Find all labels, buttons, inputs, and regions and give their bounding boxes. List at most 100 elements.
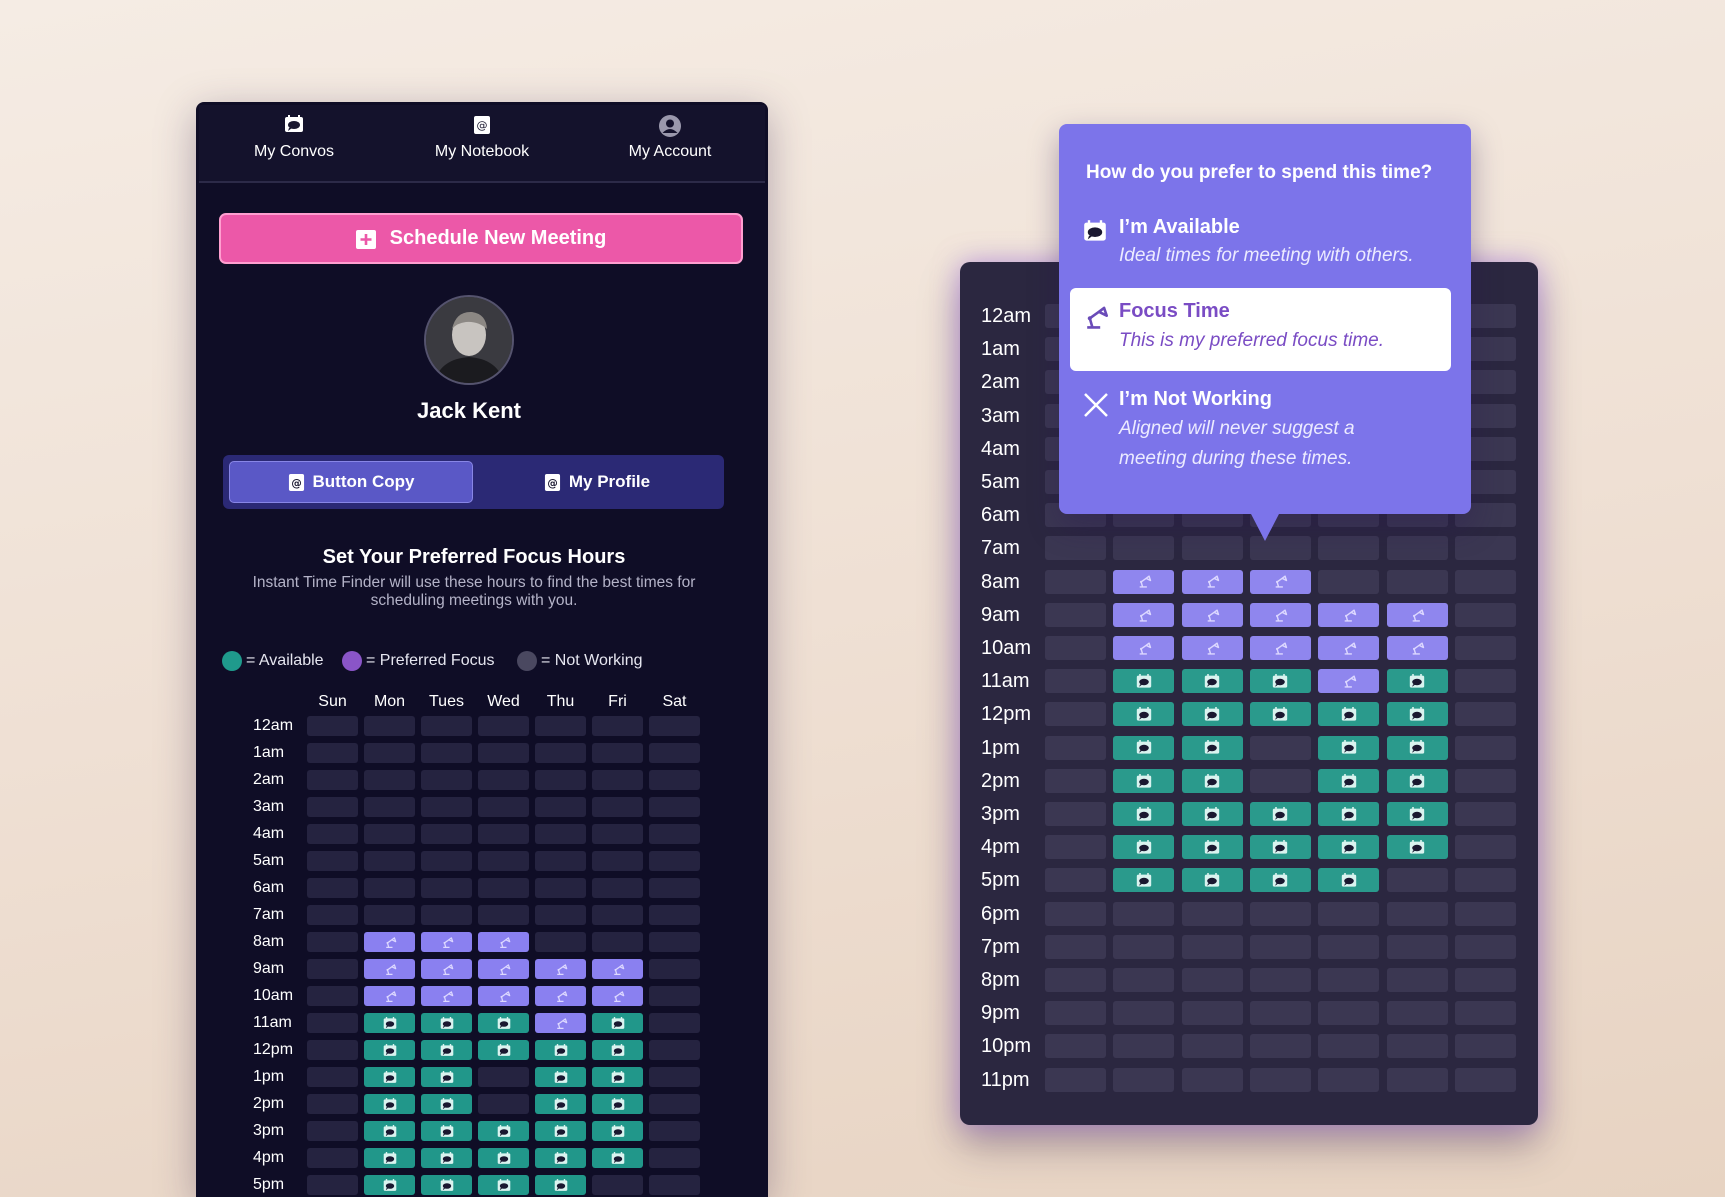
time-slot[interactable] [421,986,472,1006]
time-slot[interactable] [307,851,358,871]
time-slot[interactable] [535,824,586,844]
time-slot[interactable] [478,932,529,952]
time-slot[interactable] [1181,602,1243,627]
time-slot[interactable] [1386,536,1448,561]
time-slot[interactable] [1113,835,1175,860]
time-slot[interactable] [1113,636,1175,660]
time-slot[interactable] [1249,934,1311,959]
time-slot[interactable] [1113,1001,1175,1026]
time-slot[interactable] [1045,702,1106,727]
time-slot[interactable] [478,1040,529,1060]
time-slot[interactable] [307,878,358,898]
time-slot[interactable] [1113,1067,1175,1092]
time-slot[interactable] [364,1121,415,1141]
time-slot[interactable] [1318,702,1380,727]
time-slot[interactable] [649,797,700,817]
time-slot[interactable] [364,1067,415,1087]
time-slot[interactable] [1249,636,1311,660]
time-slot[interactable] [535,1067,586,1087]
time-slot[interactable] [649,770,700,790]
time-slot[interactable] [421,1067,472,1087]
time-slot[interactable] [1181,968,1243,992]
time-slot[interactable] [535,959,586,979]
time-slot[interactable] [1249,868,1311,893]
time-slot[interactable] [1113,602,1175,627]
time-slot[interactable] [592,1040,643,1060]
time-slot[interactable] [1249,802,1311,826]
option-not-working[interactable]: I’m Not Working Aligned will never sugge… [1059,378,1471,498]
time-slot[interactable] [1045,768,1106,793]
time-slot[interactable] [1181,802,1243,826]
time-slot[interactable] [592,743,643,763]
time-slot[interactable] [1318,768,1380,793]
time-slot[interactable] [1454,802,1516,826]
time-slot[interactable] [649,878,700,898]
time-slot[interactable] [1249,735,1311,760]
time-slot[interactable] [1454,934,1516,959]
time-slot[interactable] [1113,669,1175,694]
time-slot[interactable] [1249,1001,1311,1026]
time-slot[interactable] [535,1094,586,1114]
time-slot[interactable] [649,1094,700,1114]
time-slot[interactable] [1386,702,1448,727]
time-slot[interactable] [592,986,643,1006]
time-slot[interactable] [1386,1034,1448,1059]
time-slot[interactable] [1249,835,1311,860]
time-slot[interactable] [421,1148,472,1168]
time-slot[interactable] [307,1175,358,1195]
time-slot[interactable] [592,770,643,790]
time-slot[interactable] [1318,835,1380,860]
time-slot[interactable] [1045,536,1106,561]
time-slot[interactable] [1318,901,1380,926]
time-slot[interactable] [1181,1034,1243,1059]
time-slot[interactable] [1181,702,1243,727]
time-slot[interactable] [592,1175,643,1195]
time-slot[interactable] [421,932,472,952]
time-slot[interactable] [1181,901,1243,926]
time-slot[interactable] [649,1067,700,1087]
time-slot[interactable] [1454,1067,1516,1092]
time-slot[interactable] [364,797,415,817]
time-slot[interactable] [592,797,643,817]
time-slot[interactable] [535,1121,586,1141]
time-slot[interactable] [307,797,358,817]
time-slot[interactable] [1113,1034,1175,1059]
time-slot[interactable] [649,905,700,925]
time-slot[interactable] [1181,536,1243,561]
time-slot[interactable] [1454,636,1516,660]
time-slot[interactable] [421,770,472,790]
time-slot[interactable] [307,824,358,844]
time-slot[interactable] [592,932,643,952]
time-slot[interactable] [535,770,586,790]
time-slot[interactable] [307,905,358,925]
time-slot[interactable] [1045,636,1106,660]
time-slot[interactable] [364,851,415,871]
time-slot[interactable] [1113,569,1175,594]
time-slot[interactable] [421,878,472,898]
time-slot[interactable] [421,716,472,736]
time-slot[interactable] [307,743,358,763]
time-slot[interactable] [307,1121,358,1141]
time-slot[interactable] [1454,868,1516,893]
schedule-button[interactable]: Schedule New Meeting [219,213,743,264]
option-available[interactable]: I’m Available Ideal times for meeting wi… [1059,204,1471,284]
time-slot[interactable] [1454,1034,1516,1059]
time-slot[interactable] [1181,1067,1243,1092]
time-slot[interactable] [1318,602,1380,627]
time-slot[interactable] [535,797,586,817]
time-slot[interactable] [1113,802,1175,826]
tab[interactable]: Button Copy [229,461,473,503]
time-slot[interactable] [535,1148,586,1168]
time-slot[interactable] [1181,934,1243,959]
time-slot[interactable] [364,1040,415,1060]
nav-account[interactable]: My Account [580,115,760,161]
time-slot[interactable] [1454,569,1516,594]
time-slot[interactable] [1318,569,1380,594]
time-slot[interactable] [1113,934,1175,959]
time-slot[interactable] [1045,868,1106,893]
time-slot[interactable] [478,824,529,844]
time-slot[interactable] [1045,835,1106,860]
time-slot[interactable] [1386,768,1448,793]
time-slot[interactable] [1045,569,1106,594]
time-slot[interactable] [1045,1034,1106,1059]
